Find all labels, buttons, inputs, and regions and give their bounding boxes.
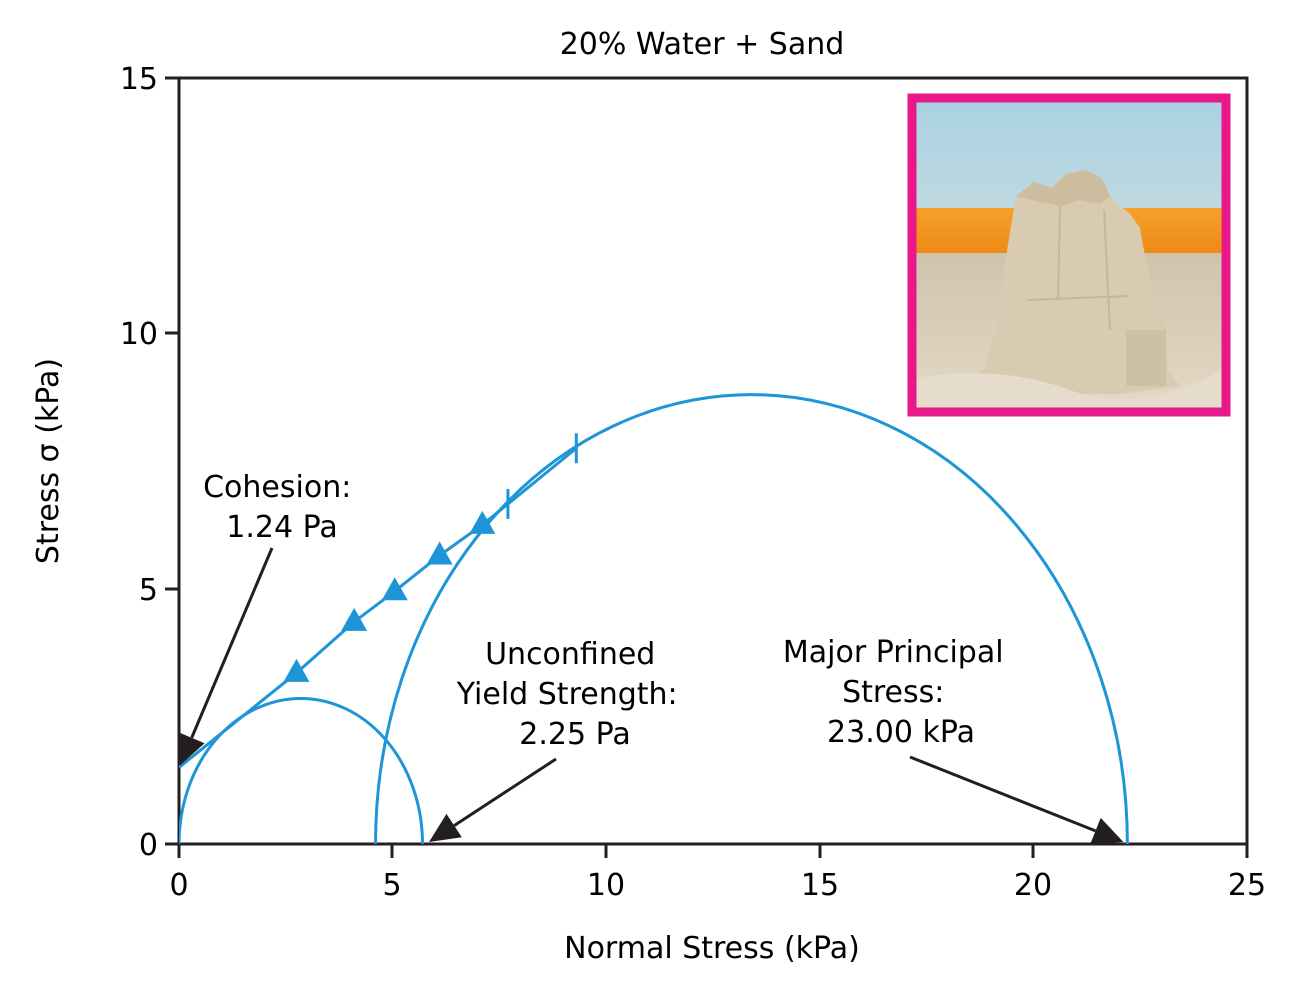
data-layer [179,395,1127,844]
mohr-circle-2 [376,395,1128,844]
y-axis-label: Stress σ (kPa) [31,358,66,564]
data-point-4 [426,541,453,565]
mps-value: 23.00 kPa [827,715,975,750]
mps-label-line1: Major Principal [783,635,1004,670]
cohesion-label: Cohesion: [203,470,351,505]
x-tick-label: 15 [801,868,839,903]
uys-label-line1: Unconfined [485,637,655,672]
mps-label-line2: Stress: [842,675,944,710]
uys-annotation: Unconfined Yield Strength: 2.25 Pa [456,637,687,752]
plot-frame [177,76,1249,846]
uys-value: 2.25 Pa [519,717,630,752]
axis-ticks [165,76,1249,858]
x-tick-label: 0 [169,868,188,903]
major-principal-arrow-head [1090,817,1124,844]
x-tick-label: 25 [1228,868,1266,903]
data-point-1 [283,658,310,682]
y-tick-label: 5 [139,573,158,608]
cohesion-arrow [178,547,274,766]
x-tick-label: 10 [587,868,625,903]
y-tick-label: 15 [120,62,158,97]
arrow-layer [178,547,1124,844]
x-tick-label: 5 [382,868,401,903]
sandcastle-photo [907,93,1231,417]
cohesion-arrow-shaft [190,547,274,739]
photo-frame [907,93,1231,417]
data-point-2 [341,607,368,631]
cohesion-arrow-head [178,732,205,766]
mohr-circle-1 [179,696,425,844]
uys-arrow-shaft [453,757,557,827]
cohesion-value: 1.24 Pa [226,510,337,545]
cohesion-annotation: Cohesion: 1.24 Pa [203,470,361,545]
uys-arrow [429,757,557,842]
uys-arrow-head [429,813,462,842]
x-axis-label: Normal Stress (kPa) [564,931,860,966]
uys-label-line2: Yield Strength: [456,677,678,712]
y-tick-label: 0 [139,828,158,863]
x-tick-label: 20 [1014,868,1052,903]
chart-title: 20% Water + Sand [560,27,845,62]
major-principal-arrow [909,755,1124,844]
data-point-3 [381,577,408,601]
data-point-5 [469,510,496,534]
major-principal-arrow-shaft [909,755,1097,833]
major-principal-annotation: Major Principal Stress: 23.00 kPa [783,635,1013,750]
y-tick-label: 10 [120,317,158,352]
